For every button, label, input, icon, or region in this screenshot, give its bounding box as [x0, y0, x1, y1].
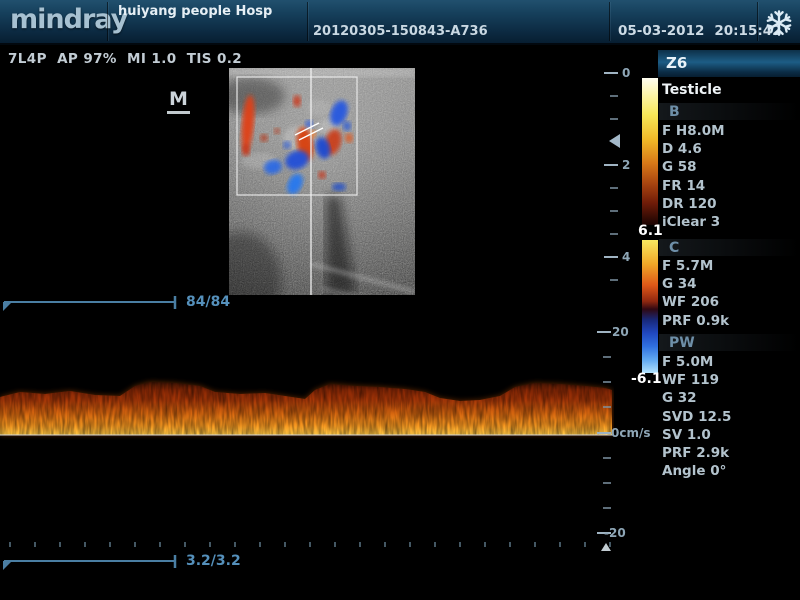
bmode-colormap-bar	[642, 78, 658, 225]
sidebar-section-label: C	[669, 240, 679, 256]
focus-marker[interactable]	[609, 134, 620, 148]
parameter-value: F H8.0M	[662, 123, 725, 139]
sweep-time-counter: 3.2/3.2	[186, 553, 241, 569]
parameter-value: WF 119	[662, 372, 719, 388]
parameter-value: DR 120	[662, 196, 716, 212]
depth-label: 2	[622, 158, 630, 172]
parameter-value: D 4.6	[662, 141, 702, 157]
parameter-value: WF 206	[662, 294, 719, 310]
velocity-zero-label: 0cm/s	[611, 426, 651, 440]
parameter-value: PRF 0.9k	[662, 313, 729, 329]
sidebar-section-label: B	[669, 104, 680, 120]
cine-progress-bar[interactable]	[3, 296, 175, 311]
sidebar-section-band	[659, 103, 799, 120]
parameter-value: G 32	[662, 390, 697, 406]
exam-type-label: Testicle	[662, 82, 722, 98]
doppler-colormap-bar	[642, 240, 658, 373]
sidebar-section-band	[659, 239, 799, 256]
parameter-value: G 58	[662, 159, 697, 175]
cine-frame-counter: 84/84	[186, 294, 230, 310]
parameter-value: F 5.0M	[662, 354, 713, 370]
parameter-value: FR 14	[662, 178, 705, 194]
ultrasound-screen: mindray huiyang people Hosp 20120305-150…	[0, 0, 800, 600]
doppler-scale-max: 6.1	[638, 223, 663, 239]
parameter-value: G 34	[662, 276, 697, 292]
parameter-value: iClear 3	[662, 214, 720, 230]
parameter-value: Angle 0°	[662, 463, 726, 479]
parameter-value: PRF 2.9k	[662, 445, 729, 461]
parameter-value: F 5.7M	[662, 258, 713, 274]
sidebar-section-label: PW	[669, 335, 695, 351]
parameter-value: SV 1.0	[662, 427, 711, 443]
depth-label: 0	[622, 66, 630, 80]
preset-label: Z6	[666, 54, 687, 72]
velocity-min-label: -20	[604, 526, 626, 540]
preset-tab[interactable]: Z6	[658, 50, 800, 77]
depth-label: 4	[622, 250, 630, 264]
sweep-progress-bar[interactable]	[3, 555, 175, 570]
velocity-max-label: 20	[612, 325, 629, 339]
doppler-scale-min: -6.1	[631, 371, 662, 387]
parameter-value: SVD 12.5	[662, 409, 731, 425]
